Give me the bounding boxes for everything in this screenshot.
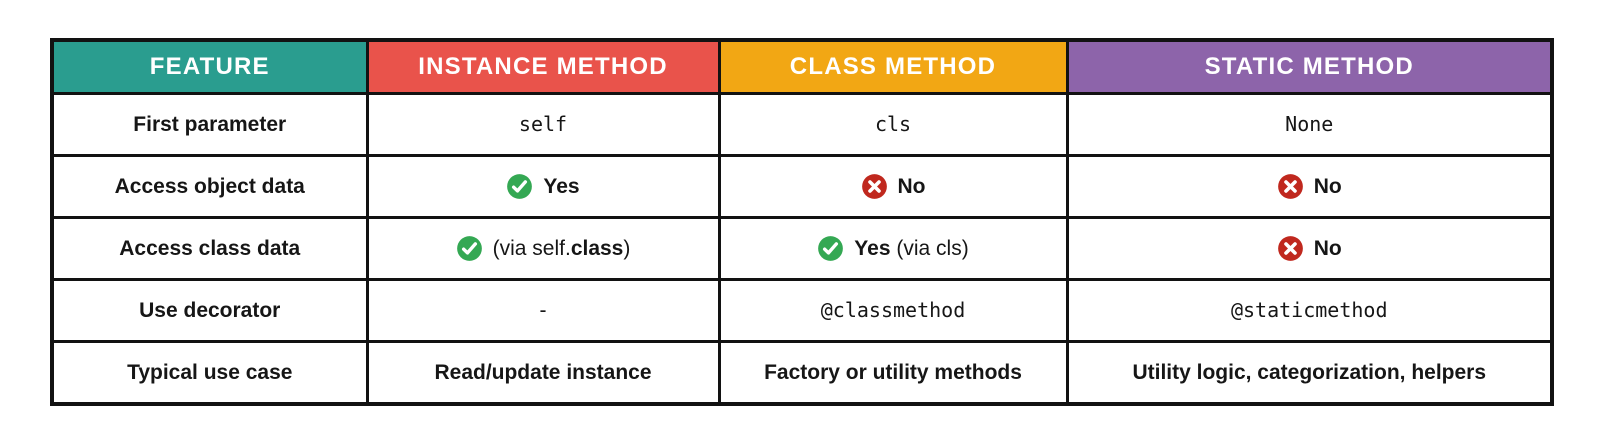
static-cell: None	[1065, 92, 1554, 157]
mono-value: @staticmethod	[1230, 298, 1388, 322]
cell-text: (via self.class)	[492, 236, 631, 260]
instance-cell: (via self.class)	[365, 216, 721, 281]
instance-cell: self	[365, 92, 721, 157]
table-row-first-parameter: First parameter self cls None	[50, 92, 1554, 157]
check-circle-icon	[507, 174, 533, 199]
header-static-label: STATIC METHOD	[1204, 53, 1414, 80]
method-comparison-table-wrap: FEATURE INSTANCE METHOD CLASS METHOD STA…	[50, 38, 1554, 406]
method-comparison-table: FEATURE INSTANCE METHOD CLASS METHOD STA…	[50, 38, 1554, 406]
table-row-access-object-data: Access object data Yes	[50, 154, 1554, 219]
header-static-method: STATIC METHOD	[1065, 38, 1554, 95]
table-row-typical-use-case: Typical use case Read/update instance Fa…	[50, 340, 1554, 406]
header-class-label: CLASS METHOD	[789, 53, 997, 80]
header-class-method: CLASS METHOD	[717, 38, 1069, 95]
header-row: FEATURE INSTANCE METHOD CLASS METHOD STA…	[50, 38, 1554, 95]
feature-cell: Use decorator	[50, 278, 369, 343]
feature-cell: First parameter	[50, 92, 369, 157]
mono-value: self	[518, 112, 568, 136]
mono-value: cls	[874, 112, 912, 136]
feature-cell: Access object data	[50, 154, 369, 219]
x-circle-icon	[1277, 236, 1303, 261]
class-cell: cls	[717, 92, 1069, 157]
mono-value: None	[1285, 112, 1334, 136]
cell-text: No	[1313, 174, 1342, 198]
table-row-access-class-data: Access class data (via self.class)	[50, 216, 1554, 281]
feature-label: Access object data	[114, 174, 305, 198]
cell-text: Read/update instance	[434, 360, 652, 384]
x-circle-icon	[861, 174, 887, 199]
feature-label: Typical use case	[127, 360, 293, 384]
feature-cell: Typical use case	[50, 340, 369, 406]
class-cell: Yes (via cls)	[717, 216, 1069, 281]
check-circle-icon	[818, 236, 844, 261]
header-feature: FEATURE	[50, 38, 369, 95]
feature-cell: Access class data	[50, 216, 369, 281]
check-circle-icon	[456, 236, 482, 261]
cell-text: Factory or utility methods	[764, 360, 1022, 384]
class-cell: No	[717, 154, 1069, 219]
class-cell: @classmethod	[717, 278, 1069, 343]
x-circle-icon	[1277, 174, 1303, 199]
static-cell: No	[1065, 216, 1554, 281]
cell-text: -	[539, 298, 547, 322]
static-cell: @staticmethod	[1065, 278, 1554, 343]
cell-text: No	[897, 174, 926, 198]
table-row-use-decorator: Use decorator - @classmethod @staticmeth…	[50, 278, 1554, 343]
feature-label: Access class data	[119, 236, 301, 260]
cell-text: Yes	[543, 174, 580, 198]
header-instance-method: INSTANCE METHOD	[365, 38, 721, 95]
static-cell: Utility logic, categorization, helpers	[1065, 340, 1554, 406]
header-instance-label: INSTANCE METHOD	[418, 53, 668, 80]
cell-text: Utility logic, categorization, helpers	[1132, 360, 1487, 384]
cell-text: No	[1313, 236, 1342, 260]
instance-cell: Read/update instance	[365, 340, 721, 406]
mono-value: @classmethod	[820, 298, 966, 322]
cell-text: Yes (via cls)	[854, 236, 969, 260]
instance-cell: Yes	[365, 154, 721, 219]
feature-label: First parameter	[133, 112, 287, 136]
header-feature-label: FEATURE	[149, 53, 270, 80]
class-cell: Factory or utility methods	[717, 340, 1069, 406]
instance-cell: -	[365, 278, 721, 343]
feature-label: Use decorator	[139, 298, 281, 322]
static-cell: No	[1065, 154, 1554, 219]
